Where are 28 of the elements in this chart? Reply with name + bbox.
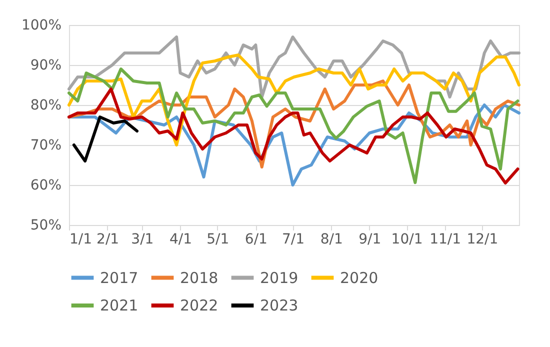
x-tick-label: 5/1 bbox=[206, 232, 230, 248]
y-tick-label: 60% bbox=[30, 178, 62, 194]
line-series bbox=[72, 116, 138, 162]
x-tick-label: 9/1 bbox=[358, 232, 382, 248]
x-tick-label: 11/1 bbox=[430, 232, 462, 248]
y-tick-label: 50% bbox=[30, 218, 62, 234]
y-tick-label: 80% bbox=[30, 98, 62, 114]
x-tick-label: 7/1 bbox=[282, 232, 305, 248]
line-series bbox=[68, 68, 520, 184]
legend-label: 2018 bbox=[180, 268, 218, 287]
x-tick-label: 8/1 bbox=[320, 232, 343, 248]
legend-label: 2022 bbox=[180, 296, 218, 314]
y-tick-label: 90% bbox=[30, 58, 62, 74]
legend-label: 2020 bbox=[340, 268, 378, 287]
x-tick-label: 3/1 bbox=[131, 232, 154, 248]
legend-label: 2021 bbox=[100, 296, 138, 314]
legend-label: 2017 bbox=[100, 268, 138, 287]
x-tick-label: 10/1 bbox=[391, 232, 423, 248]
legend-label: 2023 bbox=[260, 296, 298, 314]
y-tick-label: 70% bbox=[30, 138, 62, 154]
x-tick-label: 12/1 bbox=[466, 232, 498, 248]
legend-label: 2019 bbox=[260, 268, 298, 287]
x-tick-label: 6/1 bbox=[244, 232, 268, 248]
x-tick-label: 2/1 bbox=[96, 232, 120, 248]
line-series bbox=[68, 88, 520, 184]
y-tick-label: 100% bbox=[21, 18, 62, 34]
x-tick-label: 1/1 bbox=[70, 232, 92, 248]
x-tick-label: 4/1 bbox=[170, 232, 192, 248]
